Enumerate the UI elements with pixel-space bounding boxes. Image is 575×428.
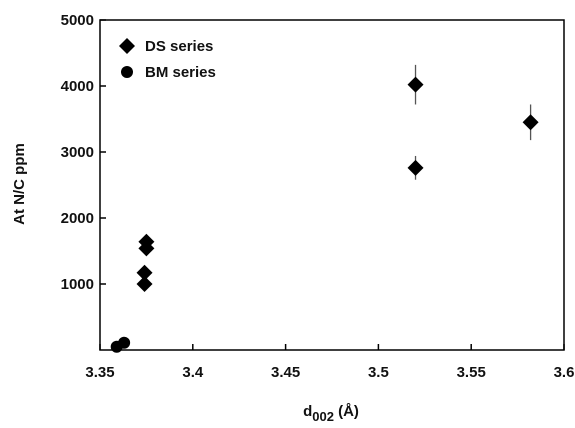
y-tick-label: 2000 — [61, 210, 94, 227]
y-tick-label: 1000 — [61, 276, 94, 293]
y-tick-label: 5000 — [61, 12, 94, 29]
x-axis-title-main: d — [303, 403, 312, 420]
x-tick-label: 3.55 — [457, 364, 486, 381]
legend-marker-bm-series — [121, 66, 133, 78]
ds-series-point — [407, 159, 424, 176]
y-tick-label: 3000 — [61, 144, 94, 161]
axes — [99, 19, 565, 351]
legend-label: BM series — [145, 64, 216, 81]
data-points — [110, 64, 539, 353]
bm-series-point — [118, 336, 131, 349]
x-tick-label: 3.35 — [85, 364, 114, 381]
ds-series-point — [522, 114, 539, 131]
x-tick-label: 3.6 — [554, 364, 575, 381]
x-axis-title-unit: (Å) — [334, 403, 359, 420]
ds-series-point — [136, 276, 153, 292]
legend-marker-ds-series — [119, 38, 135, 54]
x-axis-title: d002 (Å) — [303, 403, 359, 424]
x-tick-label: 3.45 — [271, 364, 300, 381]
plot-frame — [99, 19, 565, 351]
x-axis-title-subscript: 002 — [312, 409, 334, 424]
ds-series-point — [407, 76, 424, 93]
legend-label: DS series — [145, 38, 213, 55]
ticks: 3.35 3.4 3.45 3.5 3.55 3.6 1000 2000 3000 4000 500… — [61, 12, 575, 381]
ds-series-point — [136, 264, 153, 281]
x-tick-label: 3.5 — [368, 364, 389, 381]
x-tick-label: 3.4 — [182, 364, 204, 381]
ds-series-point — [138, 233, 155, 250]
y-tick-label: 4000 — [61, 78, 94, 95]
legend: DS series BM series — [119, 38, 216, 81]
y-axis-title: At N/C ppm — [11, 143, 28, 225]
